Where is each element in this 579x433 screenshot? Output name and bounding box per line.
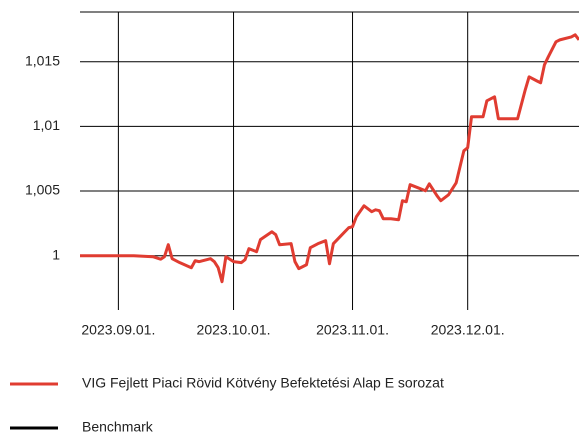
y-tick-label: 1,015 (25, 52, 60, 68)
x-tick-label: 2023.12.01. (431, 322, 505, 338)
series-line (80, 33, 579, 284)
legend-label: Benchmark (82, 419, 154, 433)
x-tick-label: 2023.10.01. (197, 322, 271, 338)
y-tick-label: 1,005 (25, 182, 60, 198)
x-tick-label: 2023.11.01. (316, 322, 389, 338)
y-tick-label: 1,01 (33, 117, 60, 133)
y-tick-label: 1 (52, 246, 60, 262)
x-tick-label: 2023.09.01. (81, 322, 155, 338)
legend-label: VIG Fejlett Piaci Rövid Kötvény Befektet… (82, 375, 444, 391)
